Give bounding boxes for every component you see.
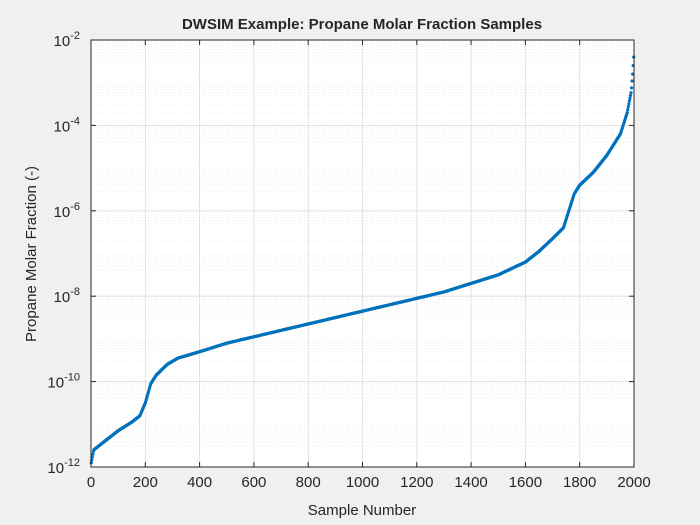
x-tick-label: 800 [296, 474, 321, 491]
x-tick-label: 400 [187, 474, 212, 491]
data-point [625, 110, 629, 115]
y-tick-label: 10-10 [47, 372, 80, 392]
y-tick-label: 10-4 [54, 115, 80, 135]
data-point [627, 102, 631, 106]
y-tick-label: 10-8 [54, 286, 80, 306]
data-point [629, 86, 634, 90]
x-tick-label: 1200 [400, 474, 433, 491]
y-tick-label: 10-6 [54, 201, 80, 221]
x-tick-label: 1000 [346, 474, 379, 491]
data-point [626, 105, 630, 109]
data-point [630, 79, 634, 83]
data-point [631, 72, 635, 76]
x-tick-label: 200 [133, 474, 158, 491]
data-point [628, 96, 632, 100]
x-tick-label: 2000 [617, 474, 650, 491]
data-point [626, 108, 630, 112]
data-point [90, 455, 94, 459]
x-axis-label: Sample Number [308, 502, 416, 519]
x-tick-label: 0 [87, 474, 95, 491]
data-point [629, 91, 633, 95]
x-tick-label: 600 [241, 474, 266, 491]
y-tick-label: 10-12 [47, 457, 80, 477]
data-point [628, 93, 633, 98]
y-axis-ticks: 10-12 10-10 10-8 10-6 10-4 10-2 [47, 30, 634, 477]
minor-grid [91, 41, 634, 455]
x-axis-ticks: 0 200 400 600 800 1000 1200 1400 1600 1800 2000 [87, 40, 651, 491]
data-point [91, 452, 95, 456]
x-tick-label: 1800 [563, 474, 596, 491]
y-tick-label: 10-2 [54, 30, 80, 50]
x-tick-label: 1400 [454, 474, 487, 491]
data-series-propane [89, 55, 636, 465]
x-tick-label: 1600 [509, 474, 542, 491]
chart-title: DWSIM Example: Propane Molar Fraction Sa… [182, 16, 542, 33]
data-point [627, 99, 631, 103]
y-axis-label: Propane Molar Fraction (-) [23, 166, 40, 342]
